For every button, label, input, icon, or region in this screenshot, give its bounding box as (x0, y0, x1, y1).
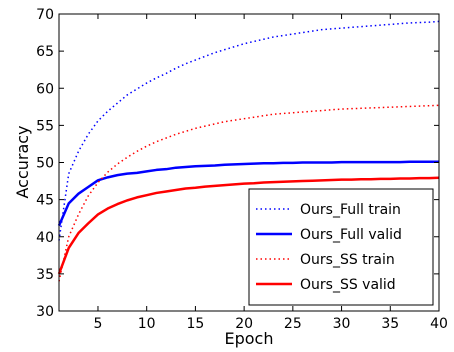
x-tick-label: 5 (94, 316, 103, 332)
x-tick-label: 40 (430, 316, 448, 332)
legend: Ours_Full train Ours_Full valid Ours_SS tr… (248, 188, 434, 306)
ticks-layer: 5 10 15 20 25 30 35 40 30 35 40 45 50 55 60 65 70 (36, 7, 448, 332)
legend-label-ours-full-valid: Ours_Full valid (300, 227, 402, 243)
series-line-ours-full-train (58, 20, 440, 241)
y-tick-label: 55 (36, 118, 54, 134)
y-tick-label: 50 (36, 156, 54, 172)
series-line-ours-ss-train (58, 104, 440, 282)
series-line-ours-full-valid (57, 160, 439, 227)
legend-entries: Ours_Full train Ours_Full valid Ours_SS tr… (256, 202, 402, 293)
y-tick-label: 45 (36, 193, 54, 209)
y-tick-label: 70 (36, 7, 54, 23)
y-tick-label: 60 (36, 81, 54, 97)
x-tick-label: 30 (333, 316, 351, 332)
y-axis-title: Accuracy (13, 125, 32, 198)
series-line-ours-ss-valid (57, 176, 440, 275)
series-layer (57, 20, 440, 282)
x-tick-label: 25 (284, 316, 302, 332)
legend-label-ours-ss-valid: Ours_SS valid (300, 277, 396, 293)
x-tick-label: 35 (381, 316, 399, 332)
legend-label-ours-full-train: Ours_Full train (300, 202, 401, 218)
x-tick-label: 10 (138, 316, 156, 332)
x-tick-label: 20 (235, 316, 253, 332)
y-tick-label: 30 (36, 304, 54, 320)
y-tick-label: 40 (36, 230, 54, 246)
y-tick-label: 65 (36, 44, 54, 60)
y-tick-label: 35 (36, 267, 54, 283)
legend-label-ours-ss-train: Ours_SS train (300, 252, 395, 268)
x-tick-label: 15 (186, 316, 204, 332)
x-axis-title: Epoch (225, 329, 274, 348)
